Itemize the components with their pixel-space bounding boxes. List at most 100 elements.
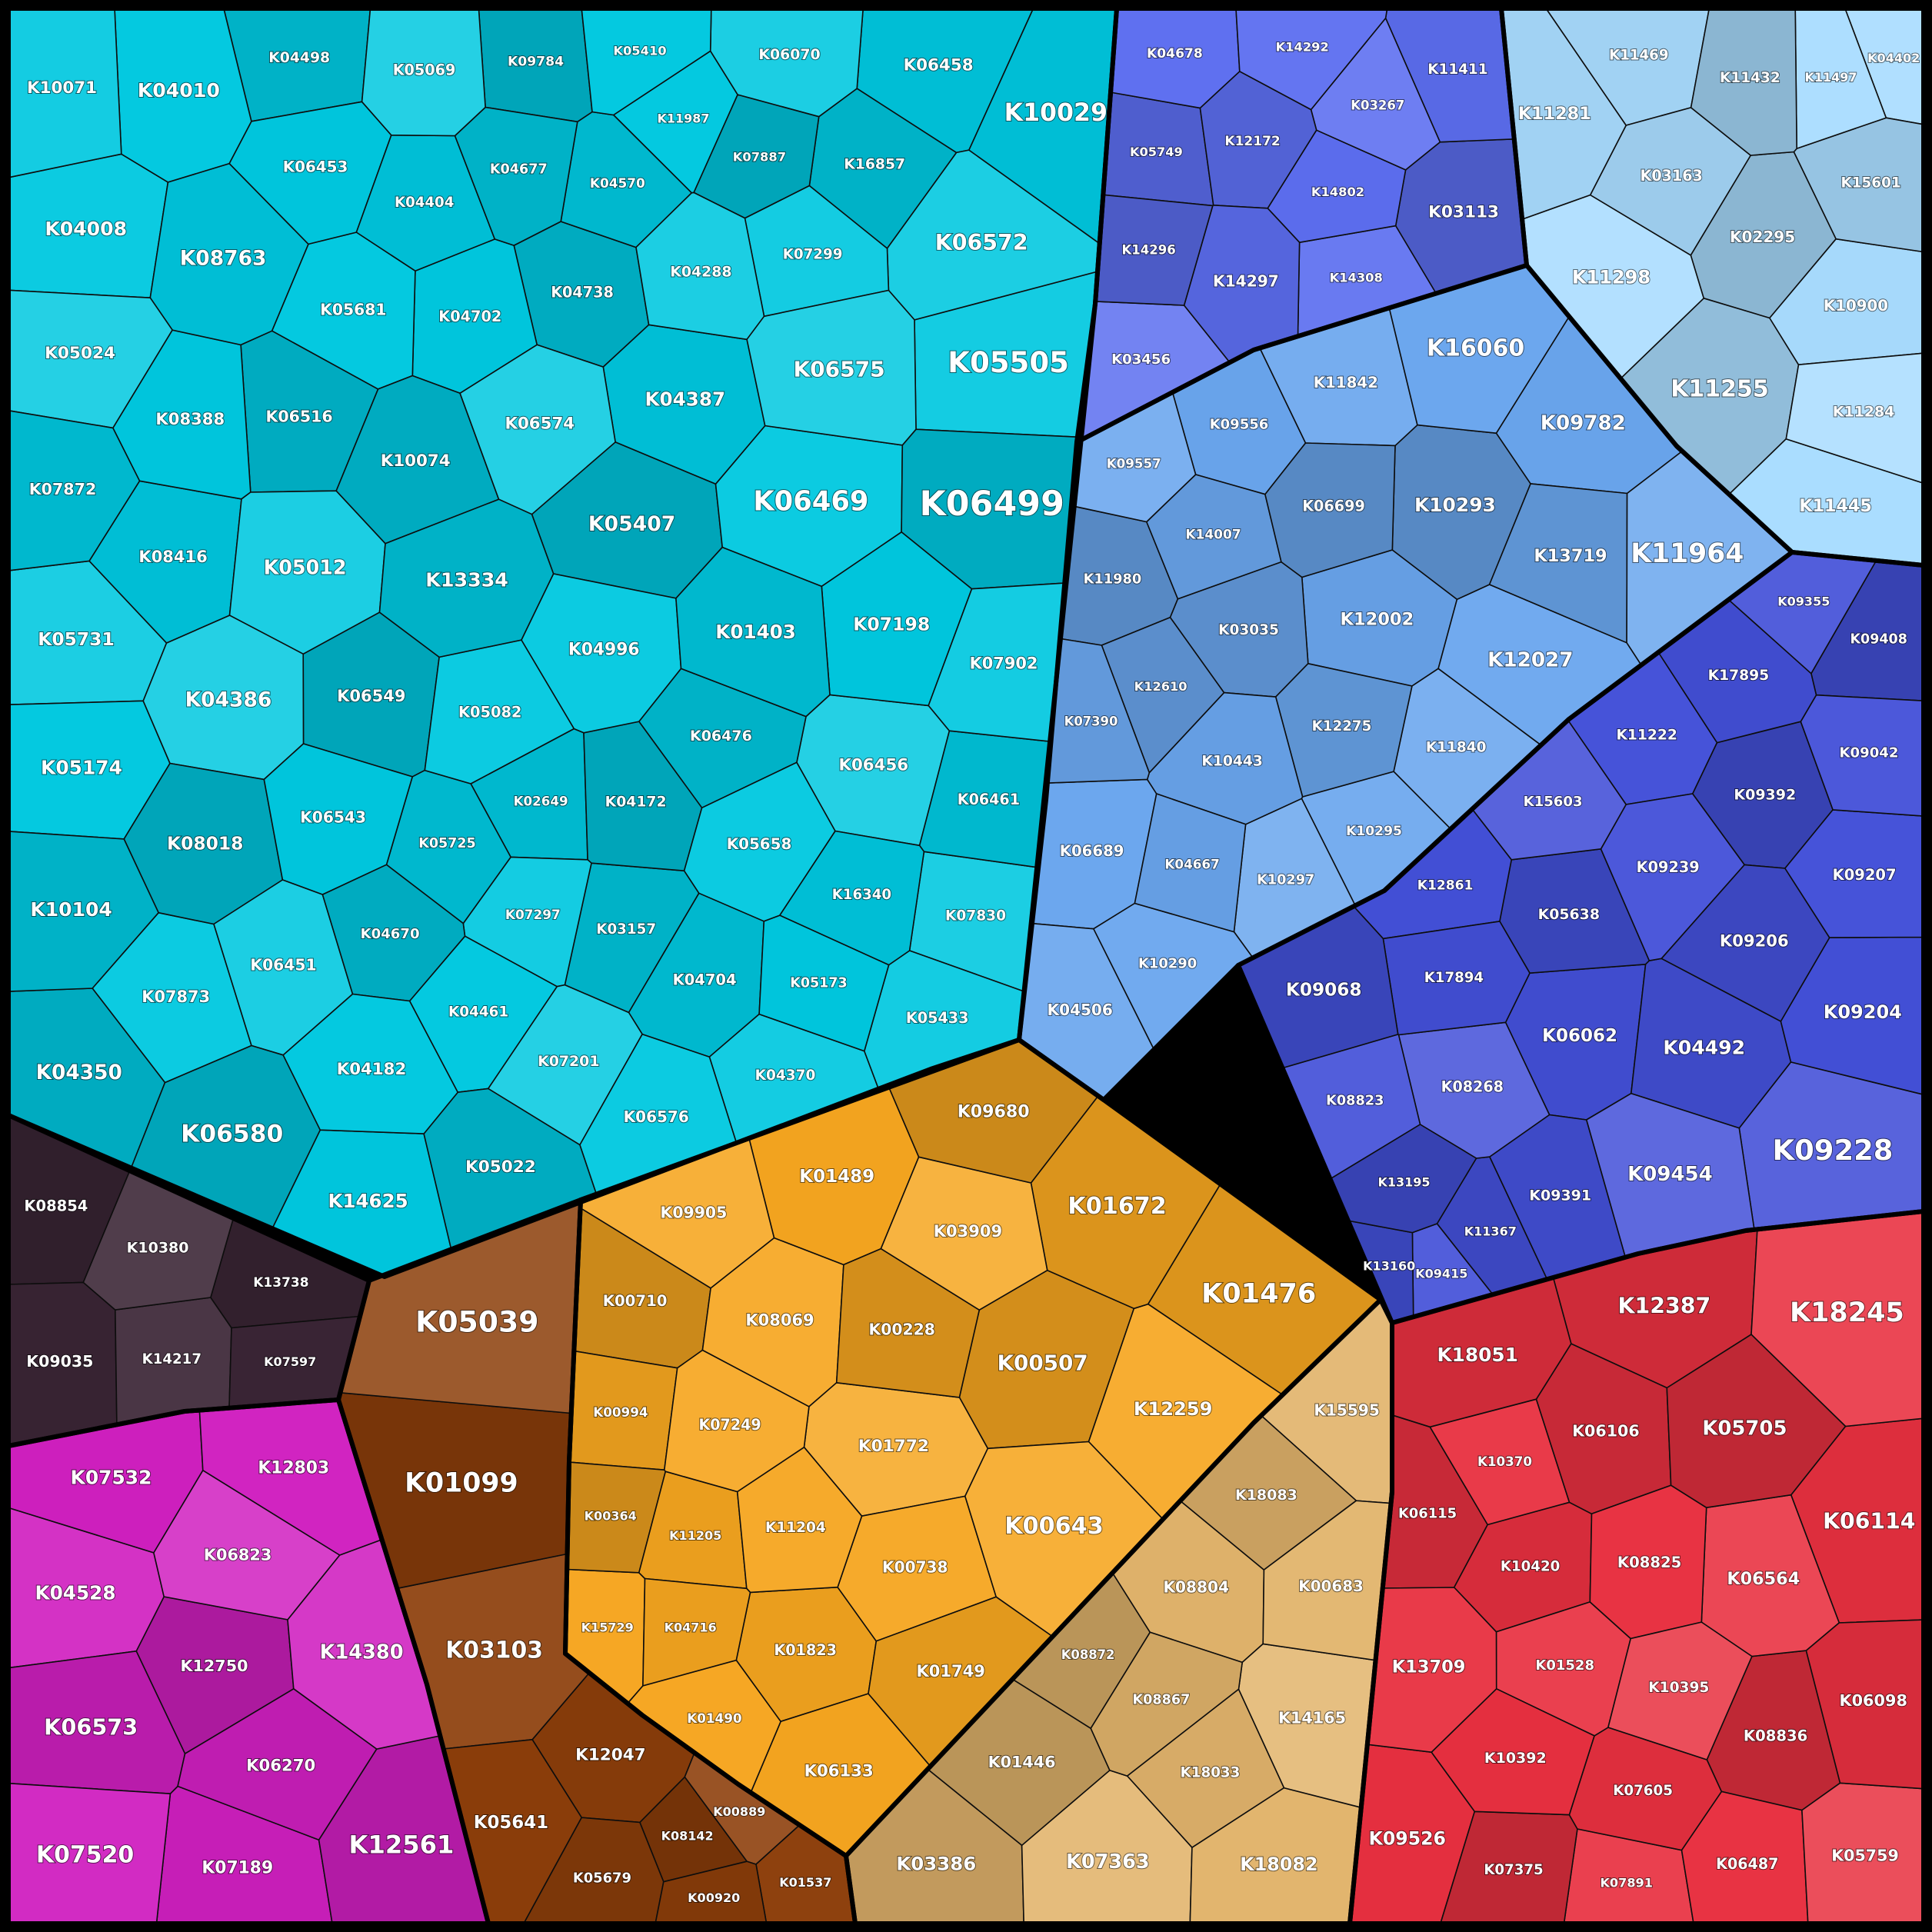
cell-label: K07390	[1064, 715, 1118, 729]
cell-label: K09782	[1541, 412, 1626, 435]
cell-label: K00738	[882, 1557, 948, 1576]
cell-label: K09556	[1210, 417, 1269, 433]
cell-k04667	[1134, 793, 1247, 933]
cell-label: K17895	[1708, 668, 1770, 684]
cell-label: K06114	[1823, 1508, 1915, 1534]
cell-label: K06564	[1727, 1569, 1800, 1589]
cell-label: K11367	[1464, 1224, 1517, 1239]
cell-label: K01672	[1068, 1193, 1166, 1220]
cell-label: K18051	[1437, 1344, 1517, 1366]
cell-label: K00507	[997, 1351, 1088, 1376]
cell-label: K07201	[538, 1053, 599, 1070]
cell-label: K12750	[180, 1657, 248, 1675]
cell-label: K10370	[1477, 1454, 1532, 1469]
cell-label: K08142	[661, 1829, 714, 1844]
cell-label: K00920	[688, 1890, 740, 1905]
cell-label: K16857	[844, 157, 905, 173]
cell-label: K06469	[753, 486, 868, 518]
cell-label: K07299	[783, 247, 843, 263]
cell-label: K07605	[1613, 1783, 1673, 1799]
cell-label: K06576	[624, 1108, 689, 1126]
cell-label: K14007	[1185, 528, 1241, 543]
cell-label: K00889	[713, 1804, 765, 1819]
cell-label: K09526	[1369, 1827, 1446, 1849]
cell-label: K04402	[1867, 51, 1920, 65]
cell-label: K06573	[44, 1714, 138, 1740]
cell-label: K14380	[320, 1641, 404, 1664]
cell-label: K14308	[1330, 270, 1383, 285]
cell-k13334	[378, 498, 555, 658]
cell-label: K09784	[508, 55, 564, 70]
cell-label: K04677	[490, 162, 548, 178]
cell-label: K10104	[30, 898, 112, 921]
cell-label: K05024	[45, 344, 115, 363]
cell-label: K01403	[715, 621, 796, 643]
cell-label: K06823	[204, 1545, 271, 1564]
cell-label: K07198	[853, 613, 930, 635]
cell-label: K10297	[1257, 873, 1314, 888]
cell-label: K01099	[405, 1468, 518, 1499]
cell-label: K12002	[1341, 609, 1414, 629]
cell-label: K12027	[1487, 648, 1573, 671]
cell-label: K04008	[45, 218, 127, 240]
cell-label: K04386	[185, 688, 272, 712]
cell-label: K12275	[1312, 718, 1372, 734]
cell-label: K03103	[445, 1637, 543, 1664]
cell-k06575	[746, 289, 917, 446]
cell-label: K11842	[1314, 374, 1378, 391]
cell-label: K11222	[1616, 728, 1677, 744]
cell-label: K04667	[1164, 857, 1219, 872]
cell-k09206	[1661, 864, 1830, 1022]
cell-label: K07520	[36, 1841, 134, 1868]
cell-label: K07363	[1066, 1850, 1149, 1874]
cell-label: K18245	[1790, 1297, 1904, 1328]
cell-label: K08823	[1326, 1094, 1384, 1109]
cell-label: K11840	[1426, 739, 1487, 755]
cell-label: K09239	[1637, 858, 1700, 876]
cell-label: K11284	[1833, 403, 1894, 420]
cell-label: K07597	[264, 1354, 316, 1369]
cell-label: K01749	[917, 1662, 985, 1681]
cell-label: K14165	[1278, 1708, 1346, 1727]
cell-label: K05039	[415, 1305, 538, 1339]
cell-label: K01537	[779, 1875, 831, 1890]
cell-label: K15601	[1840, 175, 1900, 191]
cell-label: K06499	[919, 485, 1064, 524]
cell-label: K00364	[585, 1509, 637, 1524]
cell-label: K11964	[1631, 538, 1744, 569]
cell-label: K11445	[1799, 496, 1871, 516]
cell-label: K05022	[465, 1158, 536, 1177]
cell-label: K09557	[1107, 456, 1161, 471]
cell-label: K06487	[1716, 1855, 1778, 1873]
cell-label: K03456	[1111, 351, 1171, 368]
cell-label: K05759	[1831, 1847, 1899, 1865]
cell-label: K08018	[167, 833, 244, 854]
cell-label: K01476	[1201, 1277, 1316, 1309]
cell-label: K09415	[1415, 1266, 1467, 1281]
cell-label: K10420	[1501, 1559, 1560, 1575]
cell-label: K10071	[27, 78, 97, 98]
cell-label: K10295	[1346, 824, 1402, 839]
cell-label: K10293	[1414, 494, 1496, 516]
cell-label: K10290	[1138, 956, 1197, 972]
cell-label: K04461	[448, 1004, 508, 1021]
cell-label: K07532	[71, 1467, 152, 1489]
cell-label: K03157	[596, 921, 656, 938]
cell-label: K06453	[283, 158, 348, 176]
cell-label: K05725	[418, 836, 475, 851]
cell-label: K14297	[1213, 271, 1279, 290]
cell-label: K08854	[24, 1198, 88, 1215]
cell-k07249	[663, 1349, 810, 1493]
cell-label: K11432	[1720, 70, 1780, 86]
cell-label: K05749	[1130, 145, 1183, 159]
cell-label: K11281	[1518, 104, 1591, 124]
cell-label: K11497	[1804, 70, 1857, 85]
cell-label: K17894	[1424, 970, 1484, 986]
cell-label: K07873	[142, 988, 210, 1006]
cell-label: K05505	[948, 346, 1069, 379]
cell-label: K07189	[202, 1859, 273, 1878]
cell-label: K06476	[690, 728, 752, 744]
cell-k05658	[683, 761, 836, 922]
cell-label: K09228	[1773, 1134, 1894, 1167]
